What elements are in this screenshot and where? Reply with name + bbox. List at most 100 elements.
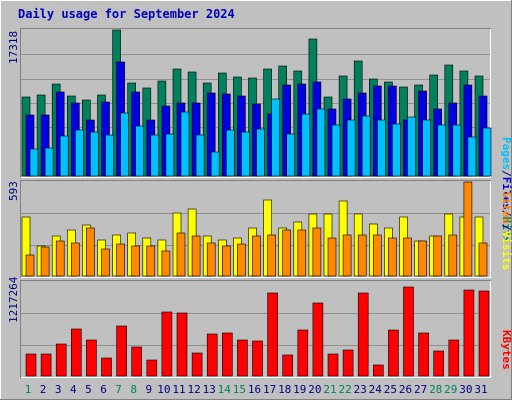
bar-sites-day-8 (131, 245, 140, 277)
x-label-day-25: 25 (384, 383, 397, 396)
bar-sites-day-14 (222, 245, 231, 277)
bar-kbytes-day-6 (101, 357, 112, 377)
bar-kbytes-day-10 (161, 311, 173, 377)
bar-pages-day-9 (150, 134, 160, 177)
x-label-day-24: 24 (369, 383, 383, 396)
bar-sites-day-3 (55, 240, 65, 277)
bar-kbytes-day-7 (116, 325, 127, 377)
x-label-day-12: 12 (187, 383, 200, 396)
bar-kbytes-day-4 (71, 328, 82, 377)
bar-sites-day-10 (161, 250, 171, 277)
bar-kbytes-day-30 (463, 289, 475, 377)
bar-pages-day-21 (331, 124, 341, 177)
bars (21, 29, 492, 377)
legend-part: Files (500, 177, 512, 210)
bar-sites-day-25 (388, 237, 397, 277)
bar-pages-day-18 (286, 133, 296, 177)
bar-pages-day-29 (452, 124, 462, 177)
bar-pages-day-7 (120, 112, 129, 177)
bar-kbytes-day-18 (282, 354, 294, 377)
bar-sites-day-20 (312, 227, 322, 277)
bar-sites-day-18 (282, 229, 292, 277)
bar-kbytes-day-13 (206, 333, 218, 377)
panel1-ymax-label: 17318 (7, 31, 20, 64)
legend-part: Pages (500, 137, 512, 170)
bar-kbytes-day-9 (146, 359, 158, 377)
bar-kbytes-day-16 (252, 340, 263, 377)
bar-sites-day-23 (357, 234, 367, 277)
legend-part: Hits (500, 217, 512, 244)
bar-pages-day-15 (241, 131, 250, 177)
bar-pages-day-14 (226, 129, 235, 177)
x-label-day-6: 6 (100, 383, 107, 396)
bar-sites-day-19 (297, 229, 307, 277)
x-label-day-27: 27 (414, 383, 427, 396)
bar-kbytes-day-20 (312, 302, 324, 377)
bar-sites-day-15 (237, 243, 246, 277)
bar-sites-day-28 (433, 235, 443, 277)
bar-sites-day-16 (252, 235, 261, 277)
panel3-legend: KBytes (500, 330, 512, 370)
bar-kbytes-day-27 (418, 332, 429, 377)
bar-pages-day-24 (376, 119, 386, 177)
panel3-ymax-label: 1217264 (7, 276, 20, 323)
panel-kbytes (20, 280, 491, 378)
x-label-day-3: 3 (55, 383, 62, 396)
x-label-day-23: 23 (354, 383, 367, 396)
x-label-day-15: 15 (233, 383, 246, 396)
bar-kbytes-day-11 (176, 312, 188, 377)
bar-sites-day-7 (116, 243, 125, 277)
x-label-day-1: 1 (25, 383, 32, 396)
bar-kbytes-day-3 (55, 343, 67, 377)
x-axis-day-labels: 1 2 3 4 5 6 7 8 9 10 11 12 13 14 15 16 17 18 19 20 21 22 23 24 2… (25, 383, 488, 396)
x-label-day-11: 11 (172, 383, 185, 396)
chart-title: Daily usage for September 2024 (18, 7, 235, 21)
bar-pages-day-11 (180, 111, 190, 177)
bar-pages-day-4 (75, 129, 84, 177)
x-label-day-31: 31 (474, 383, 487, 396)
bar-pages-day-17 (271, 98, 280, 177)
bar-sites-day-26 (403, 237, 412, 277)
bar-kbytes-day-24 (372, 364, 384, 377)
panel-visits-sites (20, 180, 491, 278)
x-label-day-30: 30 (459, 383, 472, 396)
bar-kbytes-day-8 (131, 346, 142, 377)
bar-sites-day-2 (40, 246, 50, 277)
bar-pages-day-12 (195, 134, 205, 177)
bar-kbytes-day-19 (297, 329, 309, 377)
x-label-day-16: 16 (248, 383, 261, 396)
bar-kbytes-day-17 (267, 292, 278, 377)
bar-pages-day-13 (210, 151, 220, 177)
bar-kbytes-day-15 (237, 339, 248, 377)
bar-sites-day-21 (327, 237, 337, 277)
bar-pages-day-31 (482, 127, 492, 177)
bar-sites-day-17 (267, 234, 276, 277)
bar-sites-day-5 (86, 227, 95, 277)
bar-sites-day-1 (25, 254, 35, 277)
bar-kbytes-day-12 (191, 352, 203, 377)
x-label-day-29: 29 (444, 383, 457, 396)
legend-part: KBytes (500, 330, 512, 370)
x-label-day-28: 28 (429, 383, 442, 396)
x-label-day-20: 20 (308, 383, 321, 396)
bar-kbytes-day-23 (357, 292, 369, 377)
legend-part: / (500, 170, 512, 177)
bar-kbytes-day-29 (448, 339, 460, 377)
x-label-day-8: 8 (130, 383, 137, 396)
bar-pages-day-10 (165, 133, 175, 177)
x-label-day-10: 10 (157, 383, 170, 396)
bar-pages-day-26 (407, 116, 416, 177)
panel2-ymax-label: 593 (7, 181, 20, 201)
bar-kbytes-day-28 (433, 350, 445, 377)
x-label-day-18: 18 (278, 383, 291, 396)
legend-part: / (500, 224, 512, 231)
bar-sites-day-24 (372, 234, 382, 277)
bar-pages-day-20 (316, 108, 326, 177)
bar-sites-day-22 (342, 234, 352, 277)
x-label-day-26: 26 (399, 383, 412, 396)
panel2-legend: Sites/Visits (500, 191, 512, 271)
bar-kbytes-day-21 (327, 353, 339, 377)
x-label-day-19: 19 (293, 383, 306, 396)
bar-pages-day-30 (467, 136, 477, 177)
